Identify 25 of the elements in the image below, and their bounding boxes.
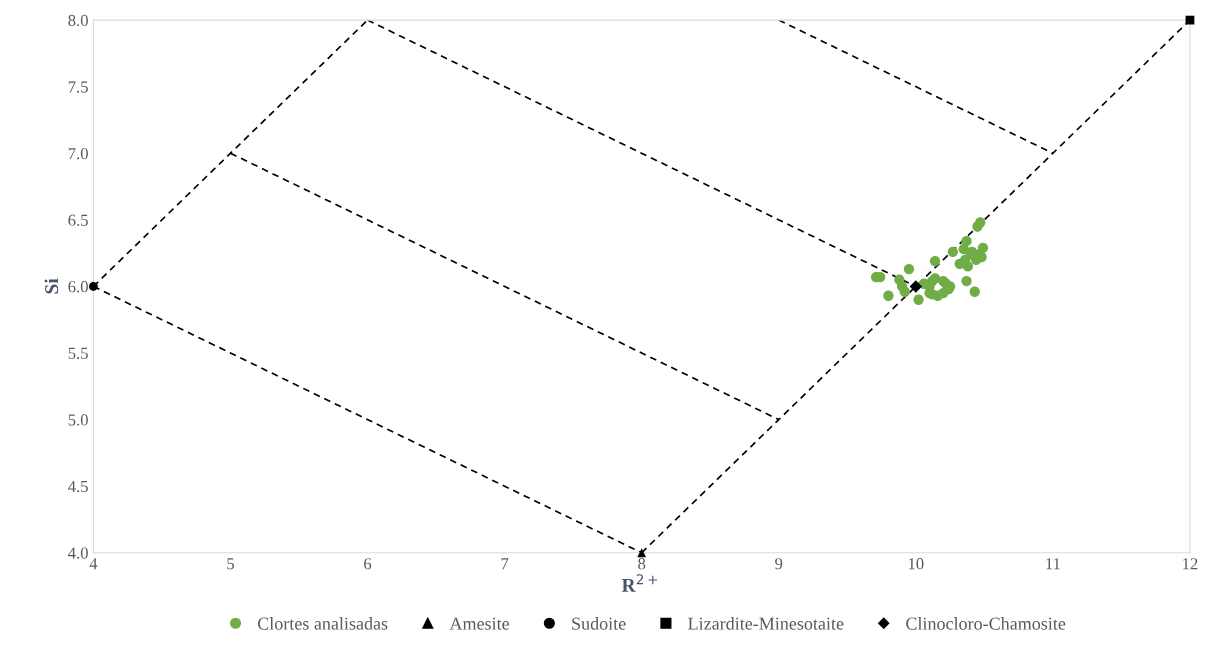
legend-label: Clinocloro-Chamosite (906, 617, 1066, 630)
x-axis-title: R$^{2+}$ (621, 574, 658, 592)
y-tick-label: 6.5 (68, 214, 88, 226)
x-tick-label: 7 (501, 558, 509, 570)
x-tick-label: 5 (227, 558, 234, 570)
x-tick-label: 9 (775, 558, 783, 570)
y-tick-label: 8.0 (68, 14, 88, 27)
legend-label: Lizardite-Minesotaite (688, 617, 844, 630)
y-tick-label: 5.0 (68, 414, 88, 426)
legend-label: Clortes analisadas (257, 617, 388, 630)
y-tick-label: 5.5 (68, 347, 88, 360)
x-tick-label: 4 (89, 558, 98, 570)
legend-label: Amesite (449, 617, 510, 630)
x-tick-label: 11 (1046, 558, 1060, 570)
legend-label: Sudoite (572, 617, 626, 630)
y-tick-label: 4.0 (68, 547, 88, 559)
x-tick-label: 12 (1183, 558, 1198, 570)
y-tick-label: 7.5 (68, 81, 88, 93)
x-tick-label: 6 (364, 558, 372, 570)
x-tick-label: 8 (638, 558, 646, 570)
y-axis-title: Si (44, 278, 59, 294)
y-tick-label: 6.0 (68, 281, 88, 293)
y-tick-label: 7.0 (68, 147, 88, 160)
x-tick-label: 10 (908, 558, 924, 570)
y-tick-label: 4.5 (68, 480, 88, 493)
